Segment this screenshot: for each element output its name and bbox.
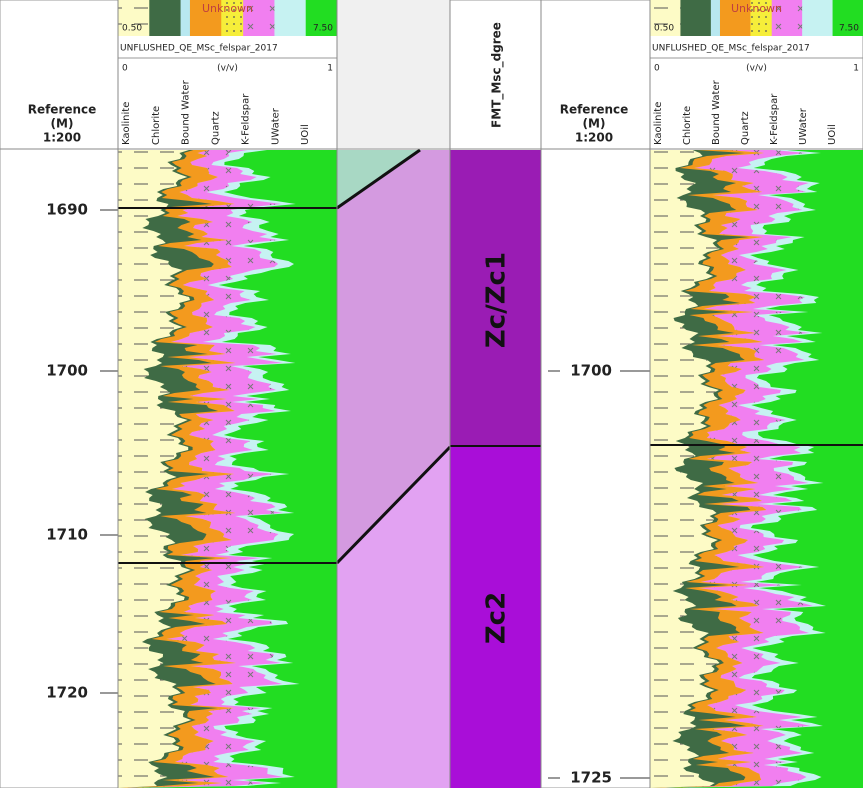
legend-swatch [305,0,338,36]
zone-zc1 [450,150,541,446]
zone-header: FMT_Msc_dgree [490,22,505,128]
component-label: Bound Water [181,79,192,145]
component-label: UWater [798,107,809,145]
component-label: UWater [270,107,281,145]
depth-scale: 1:200 [575,131,613,145]
depth-header: Reference [28,103,97,117]
depth-header: Reference [560,103,629,117]
zone-label: Zc/Zc1 [482,252,512,348]
correlation-zc2 [337,447,450,788]
legend-swatch [118,0,150,36]
depth-unit: (M) [583,117,606,131]
component-label: K-Feldspar [240,93,251,145]
component-label: Chlorite [682,106,693,145]
component-label: Kaolinite [121,102,132,145]
lithology-fill [650,150,720,788]
component-label: Quartz [740,111,751,145]
legend-swatch [243,0,275,36]
legend-min: 0.50 [122,24,142,34]
legend-swatch [771,0,803,36]
legend-swatch [650,0,681,36]
depth-label: 1725 [570,769,612,787]
legend-swatch [832,0,863,36]
correlation-line [336,148,421,210]
zone-zc2 [450,447,541,788]
legend-label: Unknown [202,2,253,15]
correlation-header [337,0,450,148]
scale-max: 1 [853,64,859,74]
legend-swatch [680,0,712,36]
curve-name: UNFLUSHED_QE_MSc_felspar_2017 [652,44,810,54]
component-label: Quartz [211,111,222,145]
legend-label: Unknown [731,2,782,15]
component-label: Chlorite [151,106,162,145]
scale-unit: (v/v) [217,64,238,74]
scale-unit: (v/v) [746,64,767,74]
legend-min: 0.50 [654,24,674,34]
legend-swatch [274,0,307,36]
zone-label: Zc2 [482,592,512,644]
depth-label: 1710 [46,526,88,544]
legend-max: 7.50 [839,24,859,34]
component-label: K-Feldspar [769,93,780,145]
depth-unit: (M) [51,117,74,131]
legend-max: 7.50 [313,24,333,34]
legend-swatch [719,0,751,36]
depth-label: 1700 [46,362,88,380]
lithology-fill [118,150,192,788]
legend-swatch [802,0,834,36]
scale-min: 0 [122,64,128,74]
component-label: UOil [827,124,838,145]
component-label: Kaolinite [653,102,664,145]
legend-swatch [189,0,222,36]
correlation-zc1 [337,150,450,563]
depth-label: 1690 [46,201,88,219]
scale-min: 0 [654,64,660,74]
component-label: Bound Water [711,79,722,145]
correlation-line [335,445,452,565]
depth-scale: 1:200 [43,131,81,145]
depth-label: 1700 [570,362,612,380]
component-label: UOil [300,124,311,145]
depth-label: 1720 [46,684,88,702]
scale-max: 1 [327,64,333,74]
curve-name: UNFLUSHED_QE_MSc_felspar_2017 [120,44,278,54]
legend-swatch [149,0,182,36]
